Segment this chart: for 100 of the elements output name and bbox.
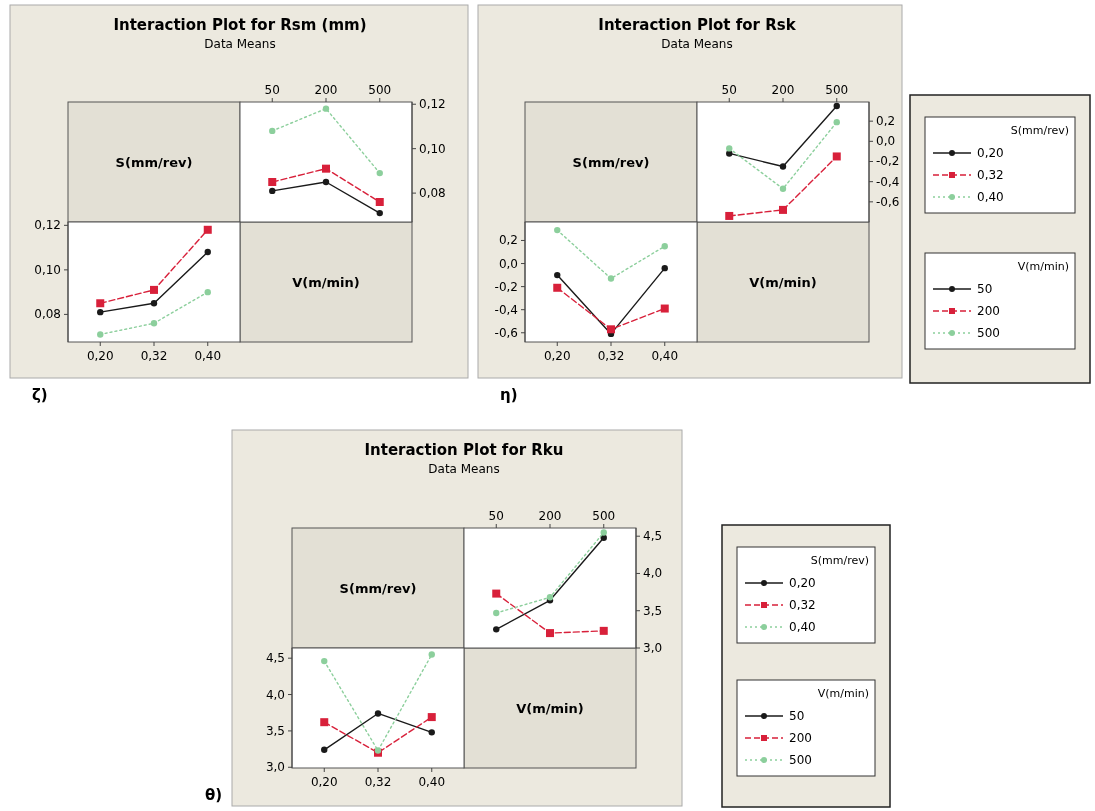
point — [204, 288, 211, 296]
text: η) — [500, 386, 518, 404]
point — [599, 626, 608, 635]
point — [96, 299, 105, 308]
y-tick-label: 3,0 — [265, 760, 285, 775]
point — [322, 105, 330, 112]
point — [607, 325, 615, 334]
point — [320, 718, 329, 727]
legend-label: 0,40 — [789, 620, 816, 634]
point — [269, 187, 276, 195]
y-tick-label: 4,5 — [265, 651, 285, 666]
chart-title: Interaction Plot for Rku — [364, 441, 564, 459]
point — [322, 178, 330, 186]
x-tick-label: 200 — [771, 83, 795, 97]
legend-label: 200 — [789, 731, 812, 745]
text: ζ) — [32, 386, 48, 404]
y-tick-label: 0,10 — [419, 141, 446, 156]
legend-title: S(mm/rev) — [810, 554, 869, 567]
chart-title: Interaction Plot for Rsm (mm) — [113, 16, 367, 34]
x-tick-label: 50 — [721, 83, 737, 97]
point — [600, 529, 607, 536]
y-tick-label: 0,08 — [34, 307, 61, 322]
y-tick-label: 0,0 — [876, 134, 896, 149]
y-tick-label: -0,2 — [876, 154, 900, 169]
point — [661, 264, 668, 272]
x-tick-label: 0,40 — [418, 775, 446, 789]
point — [428, 729, 435, 736]
legend-label: 50 — [789, 709, 805, 723]
legend-label: 0,32 — [977, 168, 1004, 182]
y-tick-label: 4,0 — [643, 566, 663, 581]
point — [203, 225, 212, 234]
point — [833, 102, 840, 110]
y-tick-label: -0,6 — [494, 325, 518, 340]
y-tick-label: -0,4 — [876, 174, 900, 189]
point — [376, 209, 383, 217]
legend-label: 0,40 — [977, 190, 1004, 204]
x-axis-title: S(mm/rev) — [572, 155, 650, 170]
point — [428, 651, 435, 658]
point — [204, 248, 211, 256]
point — [726, 145, 733, 152]
point — [493, 626, 500, 633]
point — [492, 589, 501, 598]
point — [554, 226, 561, 234]
x-axis-title: S(mm/rev) — [115, 155, 193, 170]
y-tick-label: 3,0 — [643, 641, 663, 655]
y-tick-label: 0,0 — [498, 256, 518, 271]
point — [322, 164, 330, 173]
point — [661, 243, 668, 250]
y-tick-label: 0,2 — [498, 233, 518, 248]
x-tick-label: 0,40 — [194, 349, 222, 363]
x-tick-label: 0,40 — [651, 349, 679, 363]
x-tick-label: 500 — [368, 83, 392, 97]
point — [321, 746, 328, 754]
y-tick-label: 0,12 — [419, 97, 446, 112]
x-tick-label: 0,32 — [140, 349, 168, 363]
x-tick-label: 0,32 — [364, 775, 392, 789]
y-tick-label: -0,4 — [494, 302, 518, 317]
point — [97, 308, 104, 316]
x-axis-title: V(m/min) — [516, 701, 584, 716]
point — [150, 285, 158, 294]
point — [546, 629, 554, 638]
x-axis-title: V(m/min) — [749, 275, 817, 290]
legend-label: 200 — [977, 304, 1000, 318]
point — [833, 118, 840, 126]
chart-title: Interaction Plot for Rsk — [598, 16, 797, 34]
x-axis-title: V(m/min) — [292, 275, 360, 290]
x-tick-label: 200 — [538, 509, 562, 523]
y-tick-label: 0,12 — [34, 218, 61, 233]
y-tick-label: 4,0 — [265, 687, 285, 702]
x-tick-label: 0,20 — [543, 349, 571, 363]
legend-label: 50 — [977, 282, 993, 296]
chart-subtitle: Data Means — [428, 462, 500, 476]
legend-title: V(m/min) — [817, 687, 869, 700]
x-tick-label: 500 — [825, 83, 849, 97]
legend-label: 500 — [977, 326, 1000, 340]
point — [374, 710, 382, 717]
x-tick-label: 500 — [592, 509, 616, 523]
y-tick-label: 3,5 — [643, 603, 663, 618]
point — [554, 271, 561, 279]
point — [725, 211, 734, 220]
point — [779, 163, 787, 170]
legend-title: V(m/min) — [1017, 260, 1069, 273]
point — [321, 657, 328, 665]
y-tick-label: 3,5 — [265, 723, 285, 738]
legend-label: 0,20 — [977, 146, 1004, 160]
point — [97, 331, 104, 338]
text: θ) — [205, 786, 223, 804]
y-tick-label: 0,2 — [876, 114, 896, 129]
point — [493, 609, 500, 617]
x-tick-label: 0,32 — [597, 349, 625, 363]
y-tick-label: 0,10 — [34, 262, 61, 277]
y-tick-label: -0,6 — [876, 194, 900, 209]
point — [376, 169, 383, 177]
point — [268, 178, 277, 186]
point — [607, 275, 615, 282]
y-tick-label: 0,08 — [419, 186, 446, 201]
legend-label: 0,32 — [789, 598, 816, 612]
point — [553, 283, 562, 292]
point — [660, 304, 669, 313]
point — [150, 300, 158, 307]
